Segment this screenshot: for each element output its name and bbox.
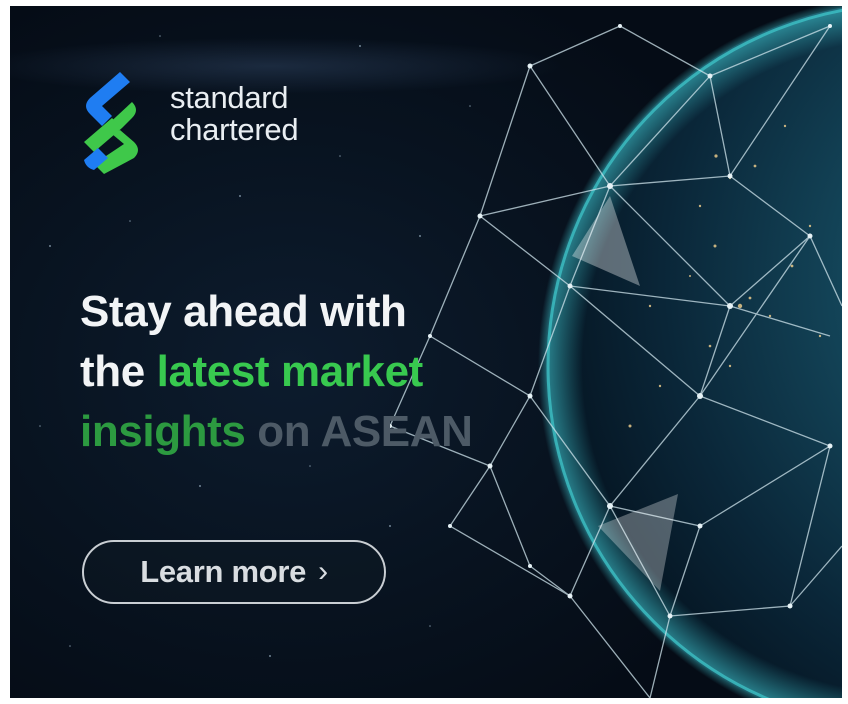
headline-line-1: Stay ahead with [80,287,407,336]
headline-highlight: latest market [156,347,424,396]
brand-line-2: chartered [170,112,299,147]
globe-network-illustration [39,6,842,698]
headline-region: ASEAN [320,407,473,456]
headline-highlight-2: insights [80,407,246,456]
headline: Stay ahead with the latest market insigh… [80,282,473,462]
learn-more-button[interactable]: Learn more › [82,540,386,604]
banner-ad[interactable]: standard chartered Stay ahead with the l… [10,6,842,698]
headline-plain: the [80,347,157,396]
network-nodes [388,24,833,619]
headline-line-3: insights on ASEAN [80,402,473,462]
standard-chartered-logo-icon [84,72,138,174]
brand-line-1: standard [170,80,289,115]
learn-more-label: Learn more [140,554,307,589]
headline-connector: on [245,407,321,456]
brand-name: standard chartered [170,80,299,147]
headline-line-2: the latest market [80,342,473,402]
chevron-right-icon: › [318,555,328,588]
stars [39,35,471,657]
